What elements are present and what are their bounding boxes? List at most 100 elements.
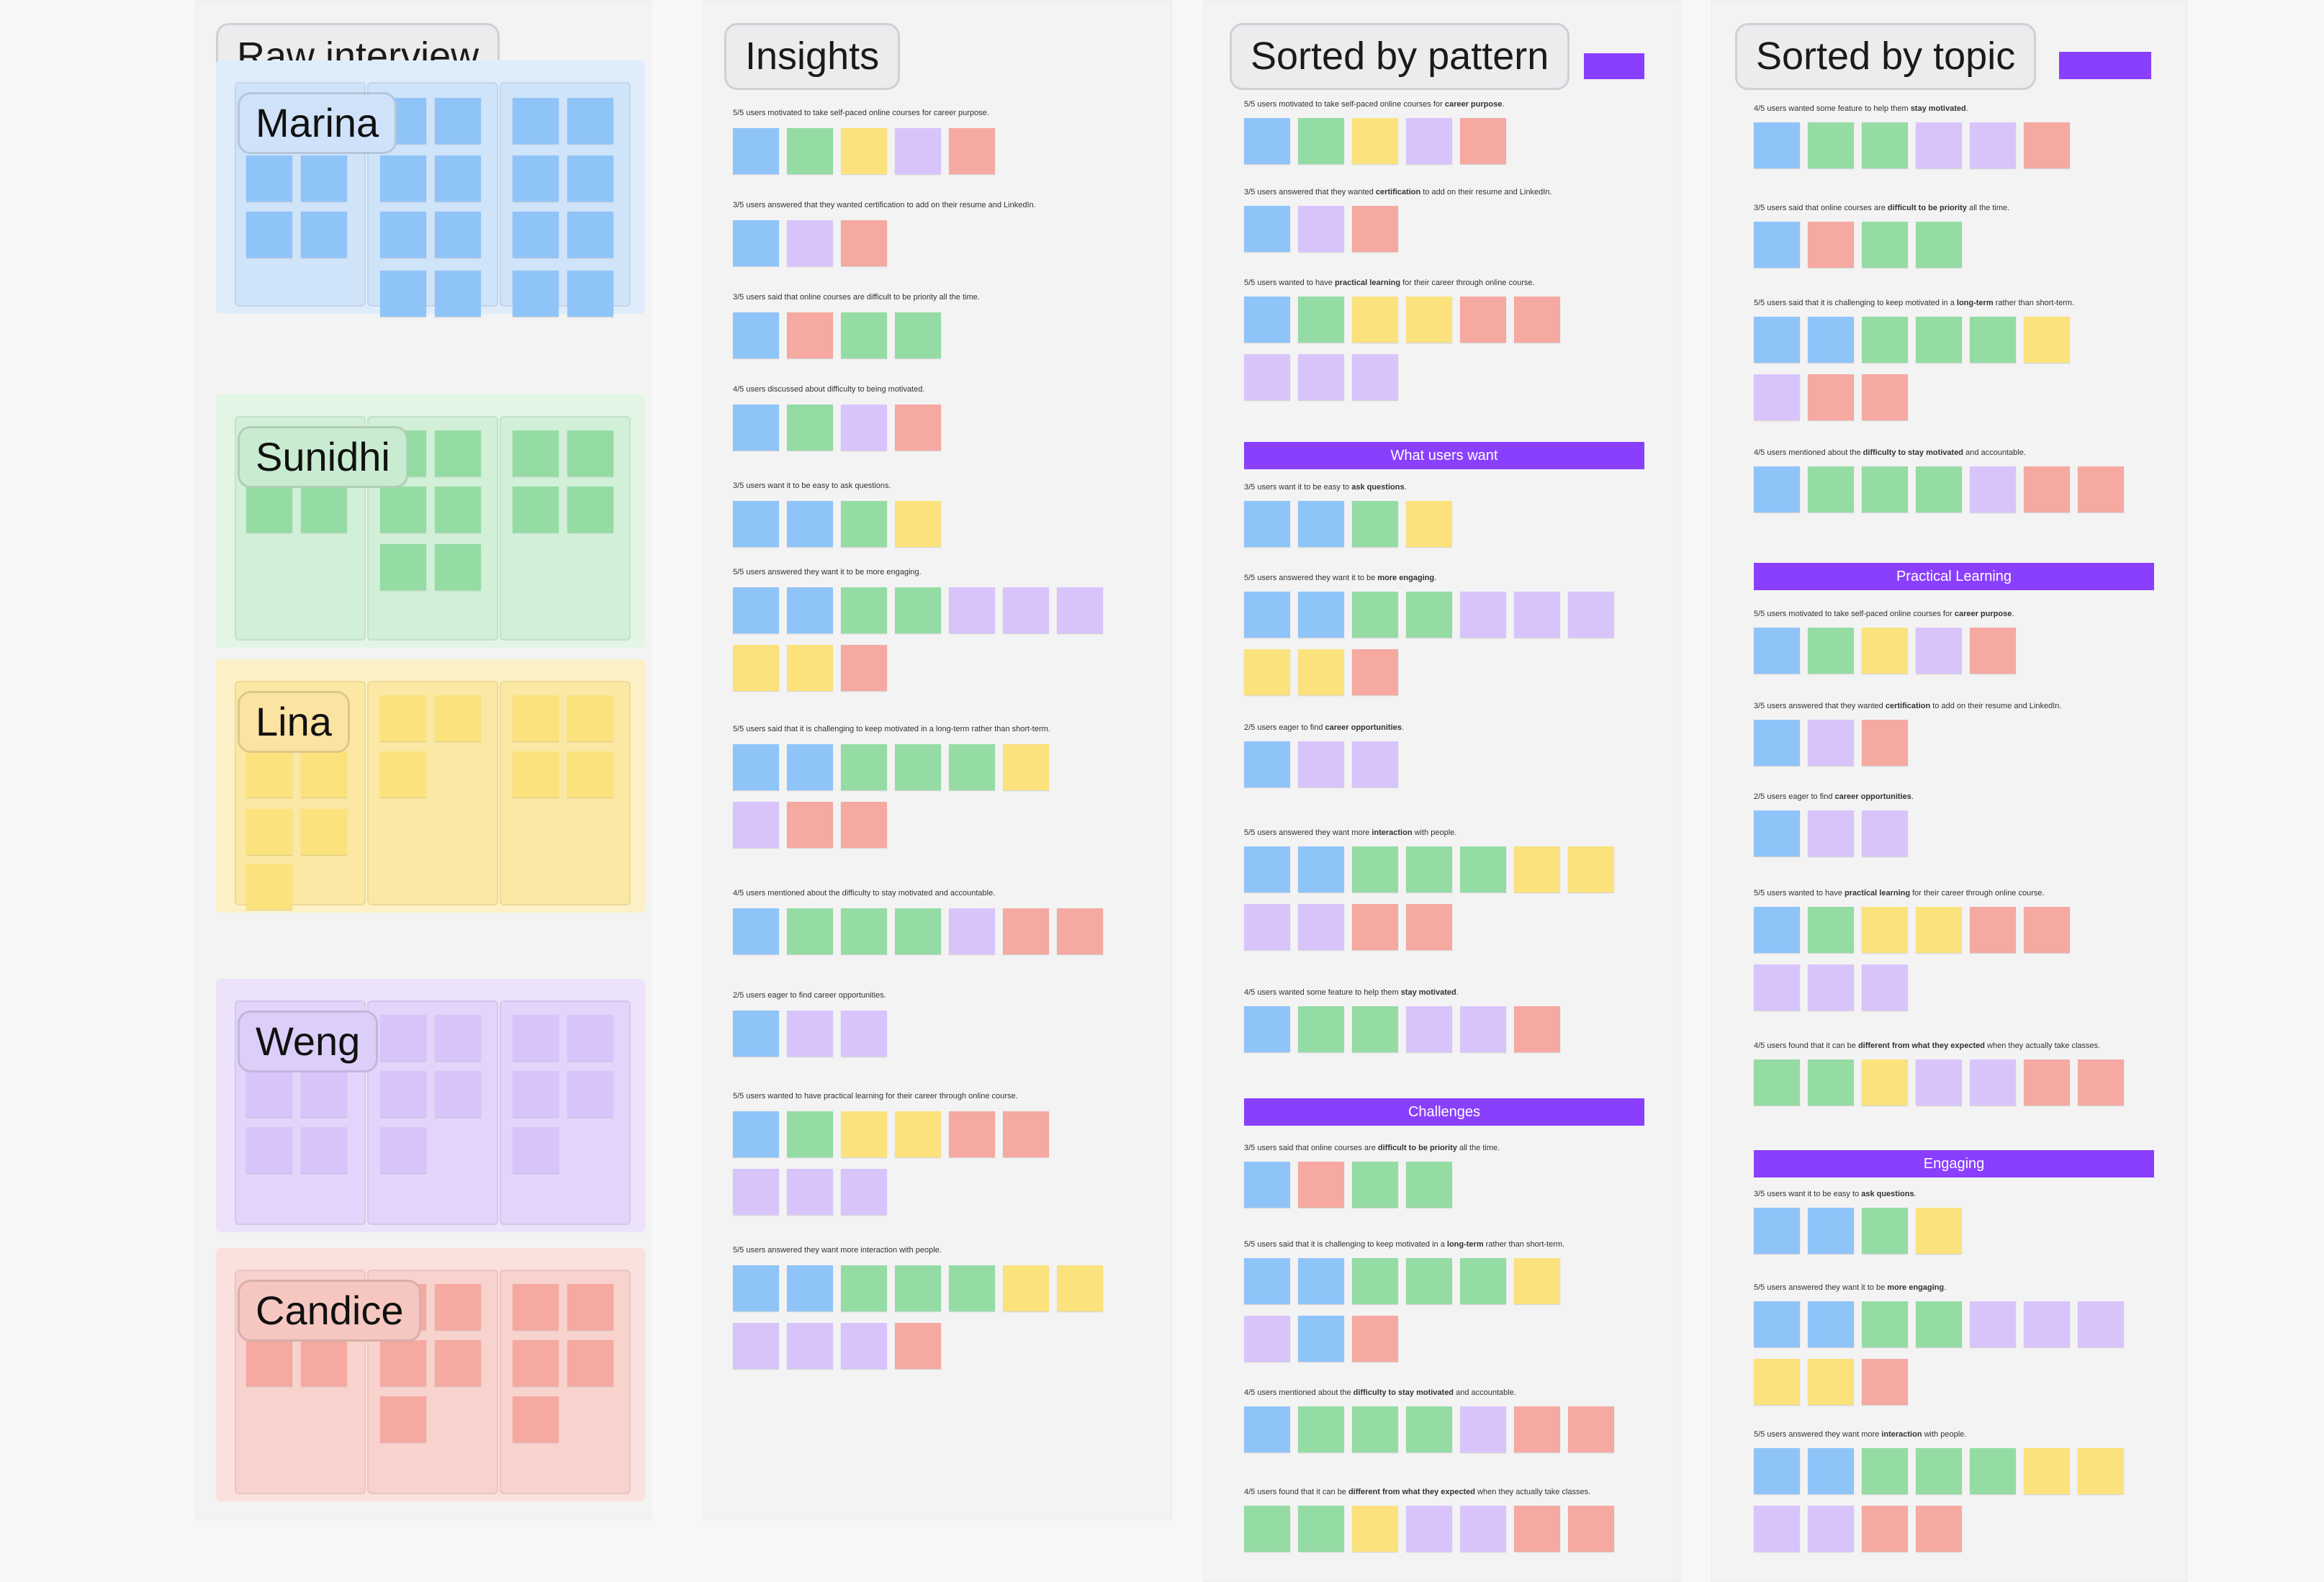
- sticky-note[interactable]: [1514, 1406, 1560, 1452]
- sticky-note[interactable]: [435, 271, 481, 317]
- sticky-note[interactable]: [1352, 592, 1398, 638]
- sticky-note[interactable]: [435, 1284, 481, 1330]
- sticky-note[interactable]: [513, 1127, 559, 1173]
- sticky-note[interactable]: [895, 1111, 941, 1157]
- sticky-note[interactable]: [733, 1169, 779, 1215]
- sticky-note[interactable]: [1460, 846, 1506, 892]
- sticky-note[interactable]: [2078, 1059, 2124, 1106]
- sticky-note[interactable]: [841, 404, 887, 451]
- sticky-note[interactable]: [567, 271, 613, 317]
- sticky-note[interactable]: [1808, 964, 1854, 1011]
- sticky-note[interactable]: [1057, 908, 1103, 954]
- sticky-note[interactable]: [1298, 206, 1344, 252]
- sticky-note[interactable]: [246, 155, 292, 202]
- sticky-note[interactable]: [1514, 592, 1560, 638]
- sticky-note[interactable]: [1916, 222, 1962, 268]
- sticky-note[interactable]: [1244, 297, 1290, 343]
- sticky-note[interactable]: [1916, 1301, 1962, 1347]
- sticky-note[interactable]: [841, 312, 887, 358]
- sticky-note[interactable]: [1862, 466, 1908, 512]
- sticky-note[interactable]: [513, 1015, 559, 1061]
- section-banner[interactable]: Engaging: [1754, 1150, 2154, 1178]
- sticky-note[interactable]: [841, 802, 887, 848]
- sticky-note[interactable]: [787, 1169, 833, 1215]
- sticky-note[interactable]: [567, 212, 613, 258]
- sticky-note[interactable]: [435, 544, 481, 590]
- sticky-note[interactable]: [841, 1323, 887, 1369]
- sticky-note[interactable]: [567, 98, 613, 144]
- sticky-note[interactable]: [246, 1340, 292, 1386]
- sticky-note[interactable]: [246, 487, 292, 533]
- sticky-note[interactable]: [1970, 1301, 2016, 1347]
- sticky-note[interactable]: [380, 1015, 426, 1061]
- sticky-note[interactable]: [1352, 297, 1398, 343]
- sticky-note[interactable]: [1003, 1111, 1049, 1157]
- sticky-note[interactable]: [895, 587, 941, 633]
- sticky-note[interactable]: [1298, 1316, 1344, 1362]
- sticky-note[interactable]: [1352, 501, 1398, 547]
- sticky-note[interactable]: [567, 1340, 613, 1386]
- sticky-note[interactable]: [787, 312, 833, 358]
- sticky-note[interactable]: [567, 430, 613, 476]
- sticky-note[interactable]: [1352, 354, 1398, 400]
- sticky-note[interactable]: [787, 128, 833, 174]
- sticky-note[interactable]: [733, 1111, 779, 1157]
- participant-label-sunidhi[interactable]: Sunidhi: [238, 426, 408, 489]
- sticky-note[interactable]: [1298, 297, 1344, 343]
- sticky-note[interactable]: [1352, 1406, 1398, 1452]
- sticky-note[interactable]: [567, 487, 613, 533]
- sticky-note[interactable]: [841, 220, 887, 266]
- sticky-note[interactable]: [1298, 649, 1344, 695]
- sticky-note[interactable]: [435, 155, 481, 202]
- sticky-note[interactable]: [1298, 118, 1344, 164]
- section-banner[interactable]: What users want: [1244, 442, 1644, 469]
- sticky-note[interactable]: [1244, 592, 1290, 638]
- sticky-note[interactable]: [1298, 846, 1344, 892]
- sticky-note[interactable]: [1406, 592, 1452, 638]
- sticky-note[interactable]: [2024, 1059, 2070, 1106]
- sticky-note[interactable]: [1754, 907, 1800, 953]
- sticky-note[interactable]: [1057, 587, 1103, 633]
- sticky-note[interactable]: [1460, 1506, 1506, 1552]
- sticky-note[interactable]: [1244, 1506, 1290, 1552]
- sticky-note[interactable]: [1352, 649, 1398, 695]
- sticky-note[interactable]: [380, 1071, 426, 1117]
- sticky-note[interactable]: [733, 312, 779, 358]
- sticky-note[interactable]: [1916, 122, 1962, 168]
- sticky-note[interactable]: [435, 98, 481, 144]
- sticky-note[interactable]: [1514, 846, 1560, 892]
- sticky-note[interactable]: [1460, 592, 1506, 638]
- sticky-note[interactable]: [733, 501, 779, 547]
- sticky-note[interactable]: [1298, 741, 1344, 787]
- sticky-note[interactable]: [1916, 628, 1962, 674]
- sticky-note[interactable]: [1244, 1316, 1290, 1362]
- sticky-note[interactable]: [1970, 122, 2016, 168]
- sticky-note[interactable]: [513, 271, 559, 317]
- sticky-note[interactable]: [1244, 206, 1290, 252]
- sticky-note[interactable]: [380, 1396, 426, 1442]
- sticky-note[interactable]: [841, 645, 887, 691]
- sticky-note[interactable]: [513, 1071, 559, 1117]
- sticky-note[interactable]: [1862, 1506, 1908, 1552]
- sticky-note[interactable]: [1298, 1506, 1344, 1552]
- sticky-note[interactable]: [1406, 297, 1452, 343]
- sticky-note[interactable]: [1352, 741, 1398, 787]
- sticky-note[interactable]: [301, 1127, 347, 1173]
- sticky-note[interactable]: [1754, 720, 1800, 766]
- sticky-note[interactable]: [513, 155, 559, 202]
- sticky-note[interactable]: [1808, 907, 1854, 953]
- sticky-note[interactable]: [1298, 1162, 1344, 1208]
- sticky-note[interactable]: [435, 695, 481, 741]
- sticky-note[interactable]: [1298, 354, 1344, 400]
- section-banner[interactable]: Practical Learning: [1754, 563, 2154, 590]
- sticky-note[interactable]: [513, 212, 559, 258]
- sticky-note[interactable]: [1862, 1301, 1908, 1347]
- sticky-note[interactable]: [787, 802, 833, 848]
- sticky-note[interactable]: [1352, 1316, 1398, 1362]
- sticky-note[interactable]: [1916, 1059, 1962, 1106]
- sticky-note[interactable]: [567, 1015, 613, 1061]
- sticky-note[interactable]: [1862, 1208, 1908, 1254]
- sticky-note[interactable]: [1460, 297, 1506, 343]
- sticky-note[interactable]: [1862, 222, 1908, 268]
- sticky-note[interactable]: [787, 501, 833, 547]
